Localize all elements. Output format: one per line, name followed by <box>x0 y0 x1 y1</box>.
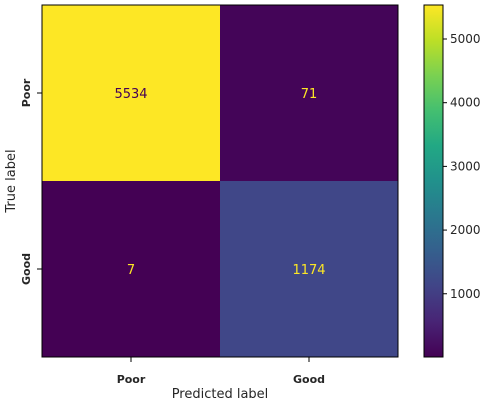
cell-value-label: 1174 <box>292 263 325 278</box>
colorbar-tick-label: 2000 <box>450 223 481 237</box>
x-axis-ticks: Poor Good <box>117 357 325 386</box>
cell-value-label: 71 <box>301 87 318 102</box>
cell-value-label: 7 <box>127 263 135 278</box>
y-axis-ticks: Poor Good <box>20 78 42 285</box>
x-tick-label: Good <box>293 373 325 386</box>
colorbar-tick-label: 4000 <box>450 96 481 110</box>
matrix-cell-good-poor <box>42 181 220 357</box>
y-tick-label: Poor <box>20 78 33 107</box>
colorbar-ticks: 1000 2000 3000 4000 5000 <box>443 32 481 301</box>
y-tick-label: Good <box>20 253 33 285</box>
x-axis-label: Predicted label <box>172 387 269 402</box>
colorbar-tick-label: 5000 <box>450 32 481 46</box>
colorbar-tick-label: 1000 <box>450 287 481 301</box>
colorbar <box>423 4 444 358</box>
matrix-cell-poor-poor <box>42 5 220 181</box>
cell-value-label: 5534 <box>114 87 147 102</box>
y-axis-label: True label <box>4 149 19 213</box>
matrix-cell-good-good <box>220 181 398 357</box>
plot-frame <box>41 4 399 358</box>
x-tick-label: Poor <box>117 373 146 386</box>
colorbar-tick-label: 3000 <box>450 159 481 173</box>
matrix-cell-values: 5534 71 7 1174 <box>114 87 325 278</box>
matrix-cell-poor-good <box>220 5 398 181</box>
matrix-cells <box>42 5 398 357</box>
